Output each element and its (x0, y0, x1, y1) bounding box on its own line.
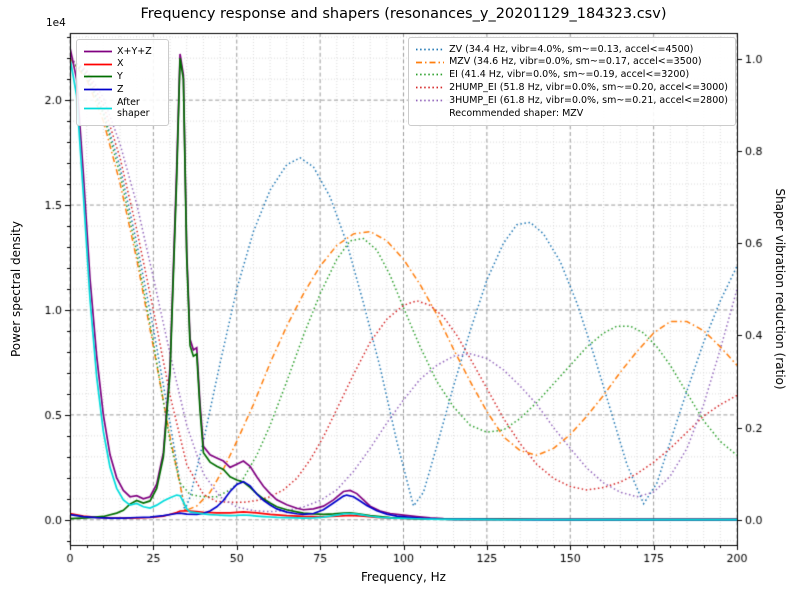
legend-item: 2HUMP_EI (51.8 Hz, vibr=0.0%, sm~=0.20, … (416, 82, 728, 93)
legend-line-sample (84, 76, 112, 78)
legend-label: After shaper (117, 97, 150, 120)
legend-item: ZV (34.4 Hz, vibr=4.0%, sm~=0.13, accel<… (416, 44, 728, 55)
legend-label: ZV (34.4 Hz, vibr=4.0%, sm~=0.13, accel<… (449, 43, 694, 55)
legend-item: Y (84, 71, 161, 82)
legend-line-sample (416, 61, 445, 63)
shaper-legend: ZV (34.4 Hz, vibr=4.0%, sm~=0.13, accel<… (408, 37, 736, 126)
recommended-shaper-note: Recommended shaper: MZV (416, 108, 728, 119)
y-axis-offset-text: 1e4 (46, 17, 66, 29)
legend-label: 3HUMP_EI (61.8 Hz, vibr=0.0%, sm~=0.21, … (449, 95, 728, 107)
legend-item: X (84, 58, 161, 69)
legend-label: Y (117, 71, 123, 83)
legend-line-sample (84, 89, 112, 91)
legend-item: 3HUMP_EI (61.8 Hz, vibr=0.0%, sm~=0.21, … (416, 95, 728, 106)
legend-line-sample (416, 74, 445, 76)
legend-label: EI (41.4 Hz, vibr=0.0%, sm~=0.19, accel<… (449, 69, 690, 81)
legend-label: Z (117, 84, 124, 96)
legend-item: Z (84, 84, 161, 95)
legend-label: MZV (34.6 Hz, vibr=0.0%, sm~=0.17, accel… (449, 56, 702, 68)
legend-label: 2HUMP_EI (51.8 Hz, vibr=0.0%, sm~=0.20, … (449, 82, 728, 94)
legend-item: X+Y+Z (84, 46, 161, 57)
legend-line-sample (416, 99, 445, 102)
psd-legend: X+Y+Z X Y Z After shaper (76, 39, 169, 127)
legend-line-sample (84, 107, 112, 110)
chart-title: Frequency response and shapers (resonanc… (140, 6, 667, 22)
legend-label: X (117, 58, 124, 70)
legend-item: After shaper (84, 97, 161, 120)
legend-line-sample (416, 87, 445, 89)
legend-label: X+Y+Z (117, 45, 152, 57)
left-y-axis-label: Power spectral density (9, 220, 23, 358)
legend-line-sample (84, 63, 112, 65)
right-y-axis-label: Shaper vibration reduction (ratio) (773, 188, 787, 390)
legend-item: MZV (34.6 Hz, vibr=0.0%, sm~=0.17, accel… (416, 56, 728, 67)
legend-item: EI (41.4 Hz, vibr=0.0%, sm~=0.19, accel<… (416, 69, 728, 80)
legend-label: Recommended shaper: MZV (449, 107, 584, 119)
legend-line-sample (84, 50, 112, 53)
x-axis-label: Frequency, Hz (361, 570, 446, 584)
legend-line-sample (416, 48, 445, 51)
